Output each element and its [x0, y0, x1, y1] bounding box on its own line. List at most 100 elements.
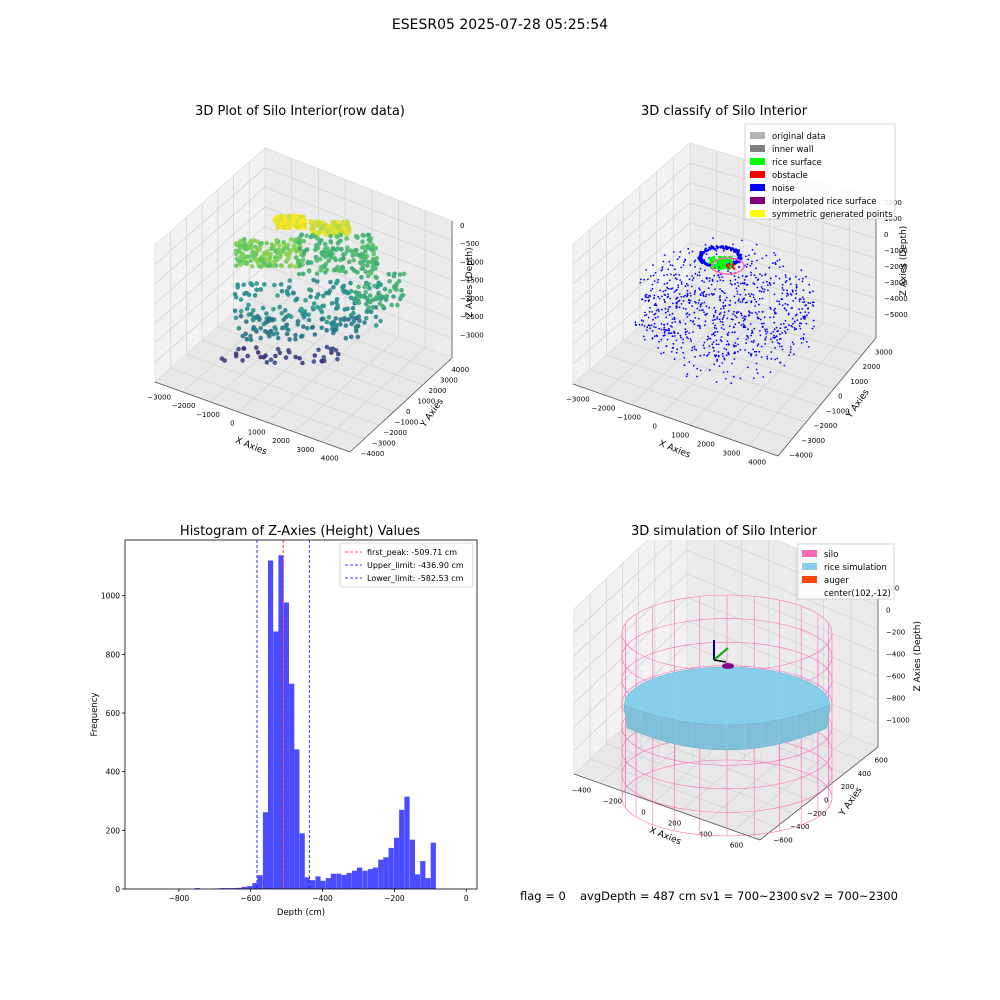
- plot2-noise-point: [673, 318, 676, 321]
- plot4-legend-label: rice simulation: [824, 563, 887, 573]
- plot2-noise-point: [812, 305, 815, 307]
- plot2-noise-point: [802, 301, 804, 304]
- plot2-noise-point: [702, 294, 705, 296]
- plot1-point: [284, 331, 290, 337]
- plot1-point: [335, 356, 340, 362]
- plot2-noise-point: [723, 328, 725, 331]
- plot1-point: [278, 217, 284, 223]
- plot2-noise-point: [785, 326, 787, 328]
- plot4-title: 3D simulation of Silo Interior: [631, 524, 817, 539]
- plot2-noise-point: [677, 286, 680, 289]
- plot2-noise-point: [738, 266, 741, 268]
- plot2-noise-point: [699, 369, 702, 372]
- plot2-noise-point: [688, 302, 691, 304]
- plot2-noise-point: [660, 323, 663, 325]
- plot2-noise-point: [698, 309, 701, 312]
- plot2-noise-point: [686, 275, 688, 277]
- plot2-noise-point: [675, 298, 677, 300]
- plot1-point: [299, 306, 304, 312]
- plot2-grid-line: [748, 329, 850, 446]
- plot1-point: [284, 322, 290, 328]
- plot1-point: [362, 284, 367, 290]
- plot2-noise-point: [703, 290, 706, 293]
- plot4-grid-line: [573, 620, 879, 728]
- plot2-noise-point: [679, 321, 681, 324]
- plot2-noise-point: [802, 277, 804, 280]
- plot3-bar: [383, 857, 389, 889]
- plot1-point: [382, 286, 388, 292]
- plot4-legend-label: center(102,-12): [824, 589, 891, 599]
- plot3-plot-area: [125, 540, 477, 889]
- plot2-noise-point: [671, 318, 674, 320]
- plot2-noise-point: [653, 280, 656, 282]
- plot3-y-tick-label: 0: [115, 885, 120, 894]
- plot2-noise-point: [675, 307, 678, 309]
- plot2-noise-point: [731, 362, 733, 365]
- plot2-noise-point: [723, 358, 726, 361]
- plot2-noise-point: [654, 316, 657, 319]
- plot2-noise-point: [661, 266, 664, 268]
- plot2-noise-point: [763, 288, 766, 291]
- plot2-noise-point: [759, 330, 761, 332]
- plot2-noise-point: [647, 316, 650, 319]
- plot3-x-tick-label: −400: [312, 894, 333, 903]
- plot4-z-tick-label: −800: [886, 694, 905, 702]
- plot2-noise-point: [723, 357, 726, 360]
- plot2-noise-point: [756, 344, 759, 347]
- plot2-noise-point: [676, 278, 678, 281]
- plot2-noise-point: [653, 313, 656, 316]
- plot2-noise-point: [654, 272, 657, 274]
- plot2-noise-point: [653, 326, 655, 328]
- plot3-x-tick-label: −600: [240, 894, 261, 903]
- plot1-point: [356, 284, 361, 290]
- plot2-noise-point: [777, 341, 779, 344]
- plot2-noise-point: [743, 326, 745, 329]
- plot1-point: [373, 323, 379, 328]
- plot2-noise-point: [780, 323, 782, 326]
- plot2-noise-point: [645, 314, 648, 316]
- plot2-noise-point: [697, 324, 699, 327]
- plot2-noise-point: [745, 342, 747, 344]
- plot2-noise-point: [666, 323, 669, 325]
- plot2-noise-point: [708, 306, 711, 309]
- plot1-x-tick-label: −2000: [172, 402, 196, 410]
- plot1-point: [301, 314, 307, 320]
- plot2-noise-point: [800, 269, 803, 272]
- plot1-point: [324, 328, 329, 333]
- plot2-noise-point: [713, 274, 716, 277]
- plot1-point: [308, 234, 314, 240]
- plot2-noise-point: [785, 280, 788, 282]
- plot2-noise-point: [713, 293, 715, 295]
- plot1-x-axis-label: X Axies: [234, 436, 269, 458]
- plot1-x-tick-label: 0: [230, 420, 234, 428]
- plot2-noise-point: [717, 343, 720, 346]
- plot1-point: [336, 219, 341, 225]
- plot1-point: [326, 258, 332, 264]
- plot2-noise-point: [746, 335, 749, 338]
- plot2-noise-point: [722, 371, 725, 373]
- plot2-noise-point: [701, 302, 703, 305]
- plot2-legend: [744, 123, 896, 220]
- plot1-point: [316, 292, 321, 297]
- plot2-noise-point: [663, 328, 665, 331]
- plot2-noise-point: [710, 292, 713, 295]
- plot2-noise-point: [693, 293, 696, 296]
- plot2-noise-point: [688, 299, 690, 302]
- plot1-point: [346, 230, 351, 236]
- plot2-noise-point: [686, 290, 689, 292]
- plot2-noise-point: [786, 289, 788, 292]
- plot1-point: [236, 258, 241, 263]
- plot1-grid-line: [294, 336, 399, 433]
- plot2-noise-point: [806, 341, 808, 343]
- plot1-grid-line: [154, 206, 453, 305]
- plot2-noise-point: [765, 333, 768, 335]
- plot1-point: [254, 281, 259, 286]
- plot3-bar: [367, 869, 373, 889]
- plot1-point: [233, 315, 239, 321]
- plot2-noise-point: [747, 336, 750, 339]
- plot2-rice-point: [711, 256, 715, 260]
- plot1-point: [366, 286, 372, 291]
- plot2-noise-point: [682, 351, 685, 354]
- plot2-noise-point: [701, 291, 703, 294]
- plot1-point: [342, 227, 348, 233]
